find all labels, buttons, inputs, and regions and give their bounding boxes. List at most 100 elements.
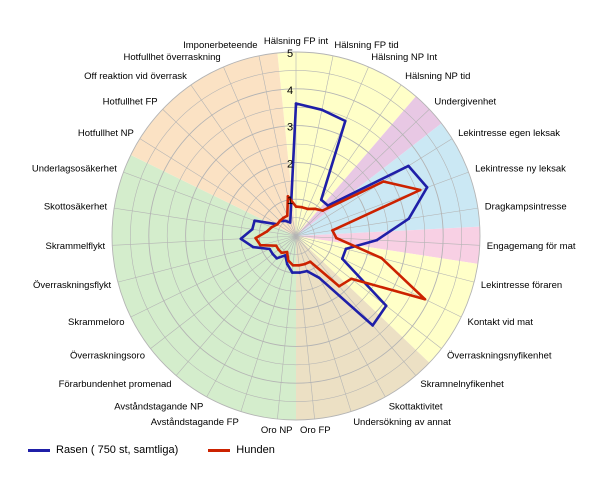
data-point-1-5 [382,180,385,183]
category-label-29: Hotfullhet överraskning [124,52,221,63]
data-point-0-5 [407,164,410,168]
grid-spoke-25 [123,171,297,237]
data-point-0-23 [239,237,243,241]
category-label-7: Dragkampsintresse [485,202,567,213]
background-sector-5 [296,236,430,420]
grid-spoke-7 [295,207,478,237]
category-label-26: Hotfullhet NP [78,128,134,139]
data-point-0-10 [341,257,344,261]
grid-spoke-18 [206,235,297,398]
data-point-1-22 [259,243,262,247]
data-point-1-2 [306,207,309,211]
data-point-1-27 [278,219,282,223]
data-point-1-0 [294,205,298,208]
category-label-2: Hälsning NP Int [371,52,437,63]
grid-spoke-23 [112,235,297,246]
category-label-8: Engagemang för mat [487,241,576,252]
data-point-0-14 [305,269,309,273]
data-point-0-12 [371,324,375,327]
data-point-0-9 [344,247,348,251]
background-sector-0 [277,52,416,237]
grid-spoke-12 [295,235,417,376]
grid-spoke-6 [295,171,469,237]
data-point-1-29 [286,214,289,217]
data-point-0-0 [294,102,298,105]
grid-spoke-22 [117,235,297,283]
data-point-1-25 [270,225,274,229]
category-label-13: Skottaktivitet [389,402,443,413]
category-label-17: Avståndstagande FP [151,417,239,428]
data-point-0-7 [407,217,411,220]
data-point-0-22 [251,245,255,249]
background-sector-6 [112,154,296,421]
grid-spoke-10 [295,235,462,318]
grid-spoke-27 [162,109,297,237]
grid-spoke-11 [295,235,442,349]
category-label-0: Hälsning FP int [264,36,329,47]
data-point-0-15 [298,271,302,274]
data-point-1-10 [423,297,427,301]
category-label-12: Skramnelnyfikenhet [420,379,504,390]
category-label-14: Undersökning av annat [353,417,451,428]
data-point-1-26 [276,223,279,226]
data-point-1-13 [309,260,312,264]
grid-spoke-4 [295,109,430,237]
category-label-10: Kontakt vid mat [468,317,534,328]
category-label-28: Off reaktion vid överrask [84,71,187,82]
tick-label-2: 2 [287,158,293,170]
category-label-30: Imponerbeteende [183,40,257,51]
category-label-6: Lekintresse ny leksak [475,163,566,174]
data-point-1-1 [300,205,304,209]
grid-spoke-26 [139,138,297,237]
data-point-0-29 [288,221,292,224]
data-point-0-19 [275,257,279,260]
tick-label-3: 3 [287,122,293,134]
data-point-0-24 [251,228,254,231]
data-point-0-18 [284,254,287,257]
data-point-1-18 [285,250,289,254]
data-point-0-17 [285,262,289,266]
category-label-16: Oro NP [261,425,293,436]
category-label-22: Överraskningsflykt [33,280,111,291]
category-label-23: Skrammelflykt [46,241,106,252]
data-point-1-20 [277,248,280,251]
data-point-1-28 [282,216,285,220]
category-label-5: Lekintresse egen leksak [458,128,560,139]
data-point-0-13 [317,276,321,280]
category-label-9: Lekintresse föraren [481,280,562,291]
legend-label-series-0: Rasen ( 750 st, samtliga) [56,444,179,456]
category-label-4: Undergivenhet [434,97,496,108]
grid-spoke-9 [295,235,475,283]
category-label-18: Avståndstagande NP [114,402,203,413]
legend-label-series-1: Hunden [236,444,275,456]
data-point-0-8 [375,238,379,242]
grid-spoke-8 [295,235,480,246]
data-point-0-1 [320,108,324,112]
category-label-15: Oro FP [300,425,331,436]
data-point-1-21 [274,244,278,247]
data-point-1-14 [303,262,307,266]
data-point-0-25 [253,219,256,222]
data-point-0-28 [284,219,287,223]
data-point-1-7 [331,229,334,232]
data-point-1-17 [287,259,290,262]
grid-spoke-28 [190,84,297,237]
data-point-1-4 [321,209,325,212]
background-sector-3 [296,226,480,264]
category-label-19: Förarbundenhet promenad [59,379,172,390]
data-point-1-19 [280,251,283,255]
data-point-0-21 [268,247,271,251]
data-point-1-30 [286,195,290,198]
data-point-1-9 [380,256,383,260]
category-label-25: Underlagsosäkerhet [32,163,117,174]
series-line-0 [239,102,429,327]
grid-spoke-29 [223,66,297,237]
data-point-0-3 [319,198,323,202]
data-point-1-15 [297,264,301,267]
data-point-1-24 [265,230,269,233]
data-point-0-4 [326,204,330,207]
data-point-1-8 [335,236,338,240]
tick-label-4: 4 [287,85,293,97]
